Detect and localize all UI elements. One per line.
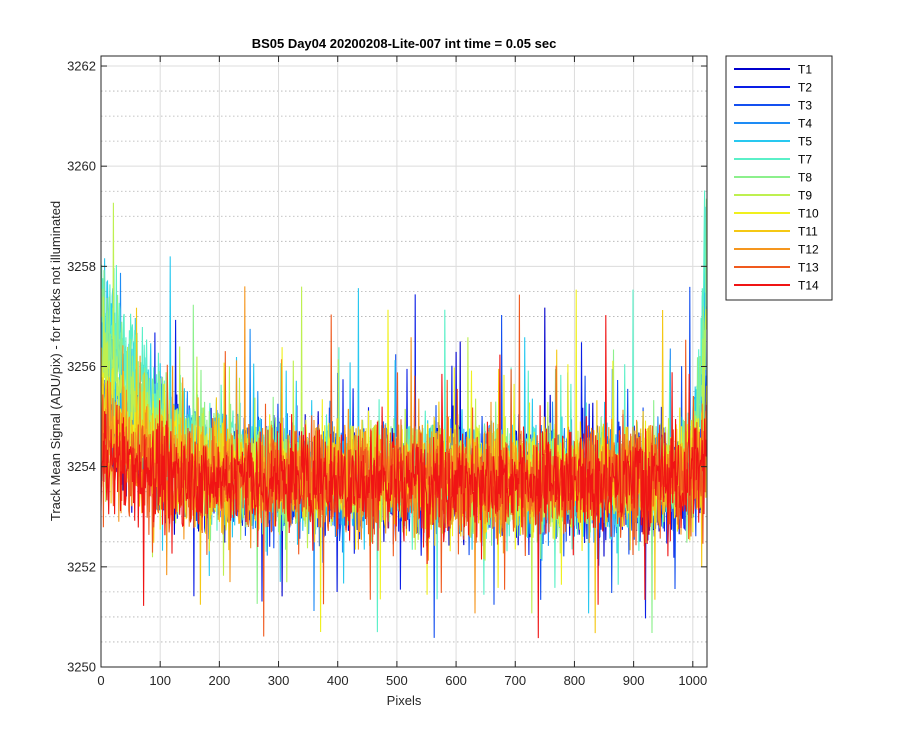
x-tick-label: 100: [149, 673, 171, 688]
x-tick-label: 200: [209, 673, 231, 688]
legend-label-t8: T8: [798, 171, 812, 185]
x-tick-label: 900: [623, 673, 645, 688]
legend-label-t10: T10: [798, 207, 819, 221]
x-tick-label: 600: [445, 673, 467, 688]
axis-ticks: 0 100 200 300 400 500 600 700 800 900 1000 3250 3252…: [67, 56, 707, 688]
y-tick-label: 3252: [67, 559, 96, 574]
legend-label-t2: T2: [798, 81, 812, 95]
legend: T1 T2 T3 T4 T5 T7 T8 T9 T10 T11 T12 T13 T14: [725, 55, 833, 301]
legend-label-t12: T12: [798, 243, 819, 257]
legend-label-t13: T13: [798, 261, 819, 275]
y-tick-label: 3262: [67, 59, 96, 74]
legend-label-t14: T14: [798, 279, 819, 293]
legend-label-t4: T4: [798, 117, 812, 131]
y-tick-label: 3256: [67, 359, 96, 374]
legend-label-t3: T3: [798, 99, 812, 113]
series-lines: [101, 190, 707, 639]
y-tick-label: 3260: [67, 159, 96, 174]
plot-area: [101, 56, 707, 667]
legend-label-t9: T9: [798, 189, 812, 203]
x-tick-label: 700: [504, 673, 526, 688]
legend-label-t5: T5: [798, 135, 812, 149]
chart-title: BS05 Day04 20200208-Lite-007 int time = …: [252, 36, 557, 51]
x-tick-label: 400: [327, 673, 349, 688]
series-line-t14: [101, 315, 707, 639]
x-axis-label: Pixels: [387, 693, 422, 708]
y-tick-label: 3254: [67, 459, 96, 474]
legend-label-t11: T11: [798, 225, 818, 239]
y-tick-label: 3258: [67, 259, 96, 274]
plot-frame: [100, 55, 708, 668]
x-tick-label: 0: [97, 673, 104, 688]
y-axis-label: Track Mean Signal (ADU/pix) - for tracks…: [48, 201, 63, 521]
x-tick-label: 1000: [678, 673, 707, 688]
legend-label-t1: T1: [798, 63, 812, 77]
x-tick-label: 500: [386, 673, 408, 688]
x-tick-label: 800: [564, 673, 586, 688]
y-tick-label: 3250: [67, 660, 96, 675]
x-tick-label: 300: [268, 673, 290, 688]
legend-label-t7: T7: [798, 153, 812, 167]
